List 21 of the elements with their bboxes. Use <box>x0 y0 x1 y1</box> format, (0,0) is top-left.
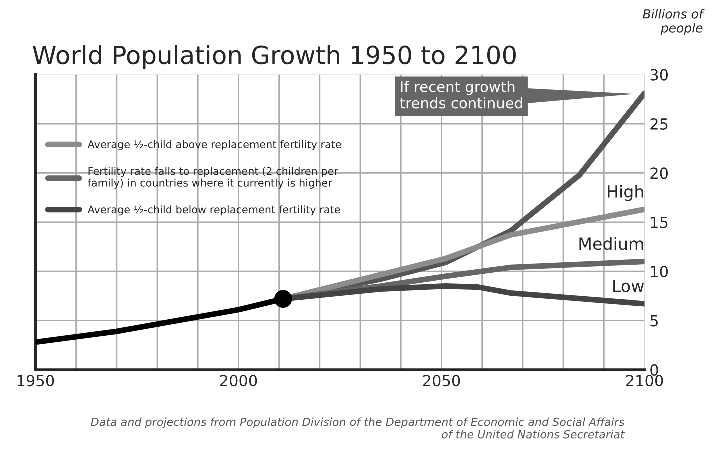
annotation: Medium <box>580 237 644 250</box>
annotation: High <box>608 185 644 202</box>
legend-label: Average ½-child below replacement fertility rate <box>88 206 340 216</box>
x-tick-label: 2050 <box>423 375 460 387</box>
y-tick-label: 25 <box>650 118 668 130</box>
y-tick-label: 15 <box>651 217 668 228</box>
annotation: Low <box>614 280 644 292</box>
y-tick-label: 0 <box>650 364 658 376</box>
y-tick-label: 30 <box>650 69 668 81</box>
y-tick-label: 20 <box>650 168 668 180</box>
legend-label: Fertility rate falls to replacement (2 children per family) in countries where it currently is higher <box>88 167 338 189</box>
y-tick-label: 5 <box>650 315 658 327</box>
x-tick-label: 1950 <box>18 375 54 387</box>
text: Data and projections from Population Division of the Department of Economic and Social Affairs of the United Nations Secretariat <box>91 418 626 439</box>
y-tick-label: 10 <box>651 266 668 278</box>
x-tick-label: 2100 <box>626 375 664 387</box>
legend-label: Average ½-child above replacement fertility rate <box>88 140 342 151</box>
annotation: If recent growth trends continued <box>400 81 522 109</box>
x-tick-label: 2000 <box>220 375 258 387</box>
y-axis-title: Billions of people <box>643 9 705 36</box>
chart-title: World Population Growth 1950 to 2100 <box>32 45 516 70</box>
